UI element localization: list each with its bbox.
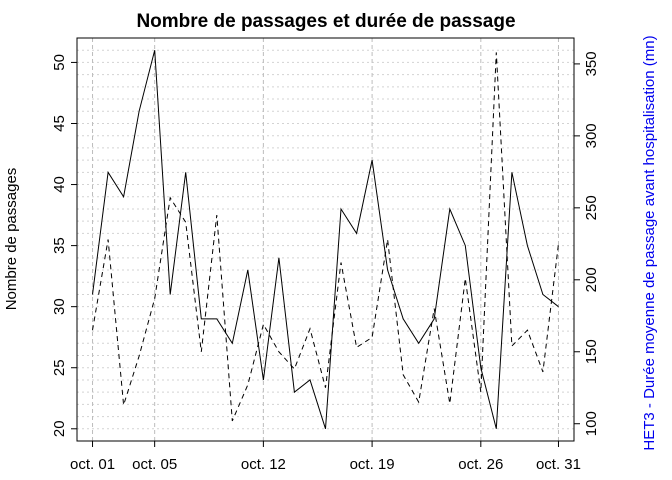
- series-duration-line: [92, 52, 559, 422]
- series-passages-line: [92, 50, 559, 429]
- y2-tick-label: 200: [583, 267, 600, 292]
- x-axis: oct. 01 oct. 05 oct. 12 oct. 19 oct. 26 oct. …: [70, 440, 581, 473]
- x-tick-label: oct. 05: [132, 456, 177, 473]
- x-tick-label: oct. 12: [241, 456, 286, 473]
- x-tick-label: oct. 19: [350, 456, 395, 473]
- x-tick-label: oct. 26: [458, 456, 503, 473]
- y2-tick-label: 350: [583, 51, 600, 76]
- y-tick-label: 50: [51, 54, 68, 71]
- y2-axis-title: HET3 - Durée moyenne de passage avant ho…: [641, 35, 658, 450]
- y-tick-label: 30: [51, 298, 68, 315]
- x-tick-label: oct. 01: [70, 456, 115, 473]
- series-layer: [92, 50, 559, 429]
- y-axis-left: 20 25 30 35 40 45 50: [51, 54, 77, 437]
- y2-tick-label: 250: [583, 195, 600, 220]
- y2-tick-label: 100: [583, 411, 600, 436]
- y2-tick-label: 300: [583, 123, 600, 148]
- y-tick-label: 25: [51, 359, 68, 376]
- y-axis-title: Nombre de passages: [3, 168, 20, 311]
- y-tick-label: 40: [51, 176, 68, 193]
- y2-tick-label: 150: [583, 339, 600, 364]
- y-tick-label: 45: [51, 115, 68, 132]
- y-axis-right: 100 150 200 250 300 350: [574, 51, 600, 436]
- y-tick-label: 35: [51, 237, 68, 254]
- y-tick-label: 20: [51, 420, 68, 437]
- x-tick-label: oct. 31: [536, 456, 581, 473]
- chart-title: Nombre de passages et durée de passage: [136, 11, 515, 32]
